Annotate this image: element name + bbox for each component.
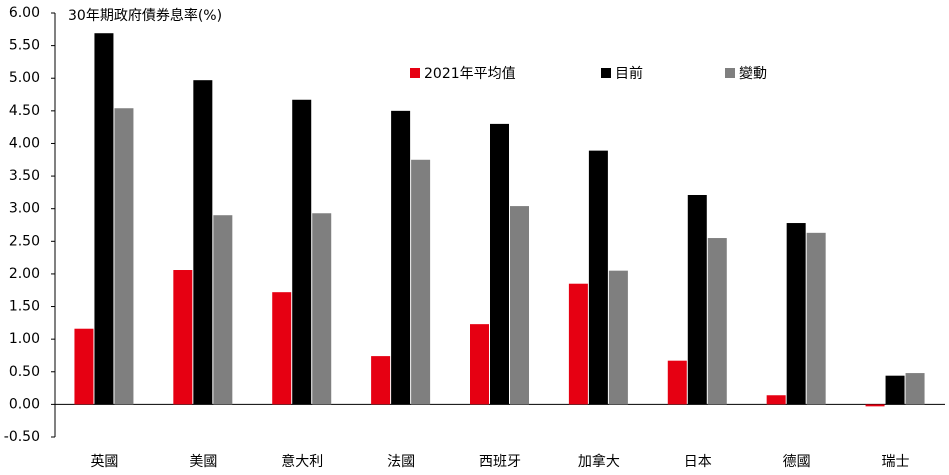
bar [490, 123, 509, 405]
legend-label: 2021年平均值 [424, 66, 516, 82]
bar [905, 373, 925, 405]
chart-title: 30年期政府債券息率(%) [68, 7, 222, 24]
x-tick-label: 瑞士 [882, 454, 910, 470]
bar [568, 283, 588, 405]
x-tick-label: 美國 [189, 454, 217, 470]
bar [312, 213, 332, 405]
bar [193, 80, 213, 405]
x-tick-label: 加拿大 [578, 453, 620, 470]
x-tick-label: 西班牙 [479, 454, 521, 470]
y-tick-label: 0.00 [9, 396, 40, 412]
legend-swatch [410, 68, 420, 78]
bar [885, 375, 905, 405]
bar [74, 328, 94, 405]
bar [411, 159, 431, 405]
y-tick-label: 1.00 [9, 331, 40, 347]
bar [114, 108, 134, 405]
legend-label: 目前 [615, 65, 643, 82]
bar [510, 206, 529, 405]
bar [213, 215, 233, 405]
bar [371, 356, 391, 405]
bar [608, 270, 628, 405]
y-tick-label: 2.00 [9, 266, 40, 282]
y-tick-label: 3.00 [9, 201, 40, 217]
x-tick-label: 英國 [90, 453, 118, 470]
y-tick-label: 6.00 [9, 5, 40, 21]
y-tick-label: 5.00 [9, 70, 40, 86]
bar [470, 324, 489, 405]
bar [667, 360, 687, 405]
bar [865, 404, 885, 407]
legend-swatch [601, 68, 611, 78]
legend-swatch [725, 68, 735, 78]
bar [707, 238, 727, 405]
y-tick-label: 5.50 [9, 38, 40, 54]
bar [806, 232, 826, 405]
y-tick-label: 2.50 [9, 233, 40, 249]
y-tick-label: 3.50 [9, 168, 40, 184]
bar [173, 270, 193, 405]
bar [391, 110, 411, 405]
bar [292, 99, 312, 405]
legend-label: 變動 [739, 66, 767, 82]
bar [766, 395, 786, 405]
y-tick-label: 4.50 [9, 103, 40, 119]
y-tick-label: 0.50 [9, 364, 40, 380]
bar [588, 150, 608, 405]
bar [94, 33, 114, 405]
y-tick-label: 1.50 [9, 299, 40, 315]
bar [272, 292, 292, 405]
x-tick-label: 德國 [783, 454, 811, 470]
y-tick-label: 4.00 [9, 135, 40, 151]
x-tick-label: 意大利 [281, 453, 323, 470]
bar [687, 194, 707, 405]
x-tick-label: 日本 [684, 454, 712, 470]
bar [786, 223, 806, 405]
y-tick-label: -0.50 [4, 429, 40, 445]
x-tick-label: 法國 [387, 454, 415, 470]
